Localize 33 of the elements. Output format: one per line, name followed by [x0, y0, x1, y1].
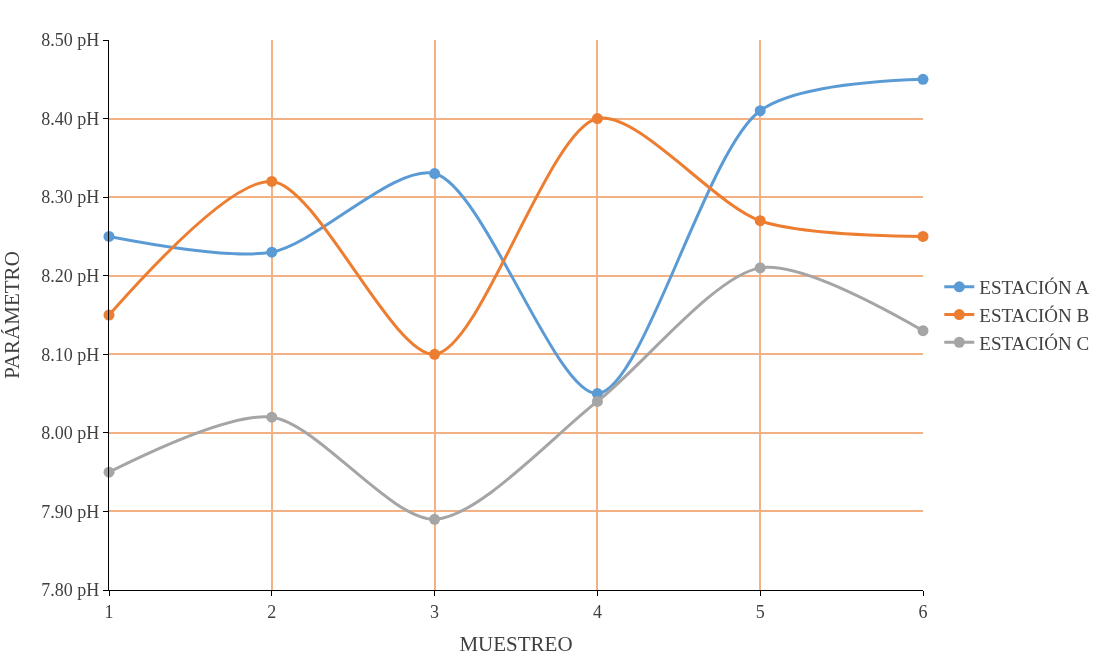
point	[917, 73, 929, 85]
point	[266, 246, 278, 258]
point	[429, 513, 441, 525]
point	[917, 325, 929, 337]
point	[754, 105, 766, 117]
y-axis-title: PARÁMETRO	[0, 251, 25, 379]
x-tick-label: 4	[592, 601, 602, 622]
y-tick-label: 8.50 pH	[41, 30, 100, 51]
x-tick-label: 1	[104, 601, 114, 622]
point	[429, 168, 441, 180]
y-tick-label: 8.20 pH	[41, 266, 100, 287]
x-tick-label: 6	[918, 601, 928, 622]
point	[266, 411, 278, 423]
y-tick-label: 7.90 pH	[41, 501, 100, 522]
y-tick-label: 8.00 pH	[41, 423, 100, 444]
x-tick-label: 5	[755, 601, 765, 622]
point	[429, 348, 441, 360]
y-tick-label: 7.80 pH	[41, 580, 100, 601]
point	[754, 215, 766, 227]
x-tick-label: 3	[430, 601, 440, 622]
x-axis-title: MUESTREO	[459, 631, 573, 656]
y-tick-label: 8.30 pH	[41, 187, 100, 208]
point	[266, 175, 278, 187]
point	[754, 262, 766, 274]
legend-label: ESTACIÓN A	[979, 277, 1090, 299]
x-tick-label: 2	[267, 601, 277, 622]
legend-label: ESTACIÓN C	[979, 332, 1090, 354]
y-tick-label: 8.40 pH	[41, 108, 100, 129]
point	[591, 395, 603, 407]
point	[591, 113, 603, 125]
point	[917, 230, 929, 242]
y-tick-label: 8.10 pH	[41, 344, 100, 365]
legend-label: ESTACIÓN B	[979, 304, 1090, 326]
